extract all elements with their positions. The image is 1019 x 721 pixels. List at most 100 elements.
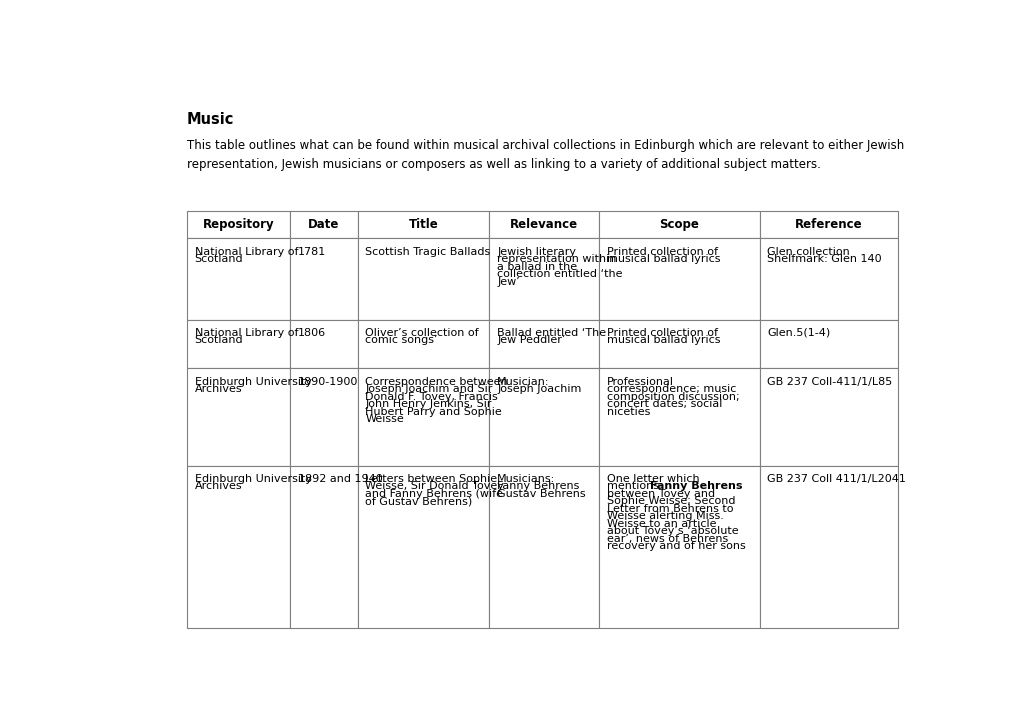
- Text: recovery and of her sons: recovery and of her sons: [606, 541, 745, 552]
- Text: Fanny Behrens: Fanny Behrens: [650, 482, 742, 492]
- Text: Weisse, Sir Donald Tovey: Weisse, Sir Donald Tovey: [365, 482, 503, 492]
- Text: correspondence; music: correspondence; music: [606, 384, 736, 394]
- Text: Correspondence between: Correspondence between: [365, 376, 507, 386]
- Text: National Library of: National Library of: [195, 247, 298, 257]
- Bar: [489, 239, 599, 319]
- Text: Scotland: Scotland: [195, 255, 244, 265]
- Text: This table outlines what can be found within musical archival collections in Edi: This table outlines what can be found wi…: [186, 139, 903, 171]
- Text: Printed collection of: Printed collection of: [606, 328, 717, 338]
- Text: Musician:: Musician:: [496, 376, 549, 386]
- Text: musical ballad lyrics: musical ballad lyrics: [606, 335, 720, 345]
- Text: Glen.5(1-4): Glen.5(1-4): [766, 328, 829, 338]
- Text: about Tovey’s ‘absolute: about Tovey’s ‘absolute: [606, 526, 738, 536]
- Bar: [759, 466, 898, 628]
- Text: composition discussion;: composition discussion;: [606, 392, 739, 402]
- Bar: [358, 211, 489, 239]
- Bar: [759, 239, 898, 319]
- Text: Scope: Scope: [659, 218, 699, 231]
- Text: Joseph Joachim and Sir: Joseph Joachim and Sir: [365, 384, 492, 394]
- Text: collection entitled ‘the: collection entitled ‘the: [496, 270, 622, 279]
- Text: Repository: Repository: [203, 218, 274, 231]
- Text: Gustav Behrens: Gustav Behrens: [496, 489, 585, 499]
- Bar: [358, 239, 489, 319]
- Bar: [489, 466, 599, 628]
- Text: Scottish Tragic Ballads: Scottish Tragic Ballads: [365, 247, 490, 257]
- Text: Weisse to an article: Weisse to an article: [606, 519, 716, 529]
- Text: Glen collection: Glen collection: [766, 247, 849, 257]
- Bar: [599, 466, 759, 628]
- Bar: [358, 319, 489, 368]
- Bar: [358, 368, 489, 466]
- Text: Shelfmark: Glen 140: Shelfmark: Glen 140: [766, 255, 881, 265]
- Text: Reference: Reference: [794, 218, 862, 231]
- Text: between Tovey and: between Tovey and: [606, 489, 714, 499]
- Bar: [759, 319, 898, 368]
- Bar: [186, 319, 289, 368]
- Text: Printed collection of: Printed collection of: [606, 247, 717, 257]
- Text: ear’, news of Behrens: ear’, news of Behrens: [606, 534, 728, 544]
- Text: Relevance: Relevance: [510, 218, 578, 231]
- Text: representation within: representation within: [496, 255, 615, 265]
- Text: Jewish literary: Jewish literary: [496, 247, 576, 257]
- Text: Edinburgh University: Edinburgh University: [195, 376, 312, 386]
- Bar: [186, 211, 289, 239]
- Text: and Fanny Behrens (wife: and Fanny Behrens (wife: [365, 489, 503, 499]
- Text: Archives: Archives: [195, 482, 243, 492]
- Text: Fanny Behrens: Fanny Behrens: [496, 482, 579, 492]
- Bar: [489, 368, 599, 466]
- Text: Professional: Professional: [606, 376, 674, 386]
- Bar: [759, 211, 898, 239]
- Text: 1890-1900: 1890-1900: [298, 376, 358, 386]
- Bar: [358, 466, 489, 628]
- Text: One letter which: One letter which: [606, 474, 699, 484]
- Text: John Henry Jenkins, Sir: John Henry Jenkins, Sir: [365, 399, 491, 409]
- Bar: [289, 239, 358, 319]
- Text: Weisse alerting Miss.: Weisse alerting Miss.: [606, 511, 723, 521]
- Text: a ballad in the: a ballad in the: [496, 262, 577, 272]
- Bar: [599, 319, 759, 368]
- Bar: [186, 239, 289, 319]
- Bar: [289, 319, 358, 368]
- Text: comic songs’: comic songs’: [365, 335, 437, 345]
- Bar: [289, 368, 358, 466]
- Bar: [289, 466, 358, 628]
- Text: Musicians:: Musicians:: [496, 474, 554, 484]
- Bar: [186, 368, 289, 466]
- Text: GB 237 Coll-411/1/L85: GB 237 Coll-411/1/L85: [766, 376, 892, 386]
- Text: Music: Music: [186, 112, 234, 126]
- Text: Ballad entitled ‘The: Ballad entitled ‘The: [496, 328, 605, 338]
- Text: Weisse: Weisse: [365, 414, 404, 424]
- Text: Sophie Weisse; Second: Sophie Weisse; Second: [606, 497, 735, 506]
- Bar: [599, 239, 759, 319]
- Text: concert dates; social: concert dates; social: [606, 399, 722, 409]
- Text: GB 237 Coll 411/1/L2041: GB 237 Coll 411/1/L2041: [766, 474, 906, 484]
- Text: Scotland: Scotland: [195, 335, 244, 345]
- Text: Hubert Parry and Sophie: Hubert Parry and Sophie: [365, 407, 501, 417]
- Text: Title: Title: [408, 218, 438, 231]
- Text: 1806: 1806: [298, 328, 326, 338]
- Text: National Library of: National Library of: [195, 328, 298, 338]
- Text: Letters between Sophie: Letters between Sophie: [365, 474, 497, 484]
- Text: Oliver’s collection of: Oliver’s collection of: [365, 328, 479, 338]
- Text: niceties: niceties: [606, 407, 650, 417]
- Text: Jew Peddler’: Jew Peddler’: [496, 335, 565, 345]
- Text: Donald F. Tovey, Francis: Donald F. Tovey, Francis: [365, 392, 497, 402]
- Bar: [599, 211, 759, 239]
- Bar: [489, 319, 599, 368]
- Bar: [759, 368, 898, 466]
- Text: Date: Date: [308, 218, 339, 231]
- Text: Edinburgh University: Edinburgh University: [195, 474, 312, 484]
- Bar: [489, 211, 599, 239]
- Text: Jew’: Jew’: [496, 277, 520, 287]
- Text: musical ballad lyrics: musical ballad lyrics: [606, 255, 720, 265]
- Text: Letter from Behrens to: Letter from Behrens to: [606, 504, 733, 514]
- Bar: [599, 368, 759, 466]
- Text: Joseph Joachim: Joseph Joachim: [496, 384, 581, 394]
- Text: 1892 and 1940: 1892 and 1940: [298, 474, 382, 484]
- Text: of Gustav Behrens): of Gustav Behrens): [365, 497, 472, 506]
- Text: mentions: mentions: [606, 482, 662, 492]
- Text: Archives: Archives: [195, 384, 243, 394]
- Bar: [186, 466, 289, 628]
- Text: 1781: 1781: [298, 247, 326, 257]
- Bar: [289, 211, 358, 239]
